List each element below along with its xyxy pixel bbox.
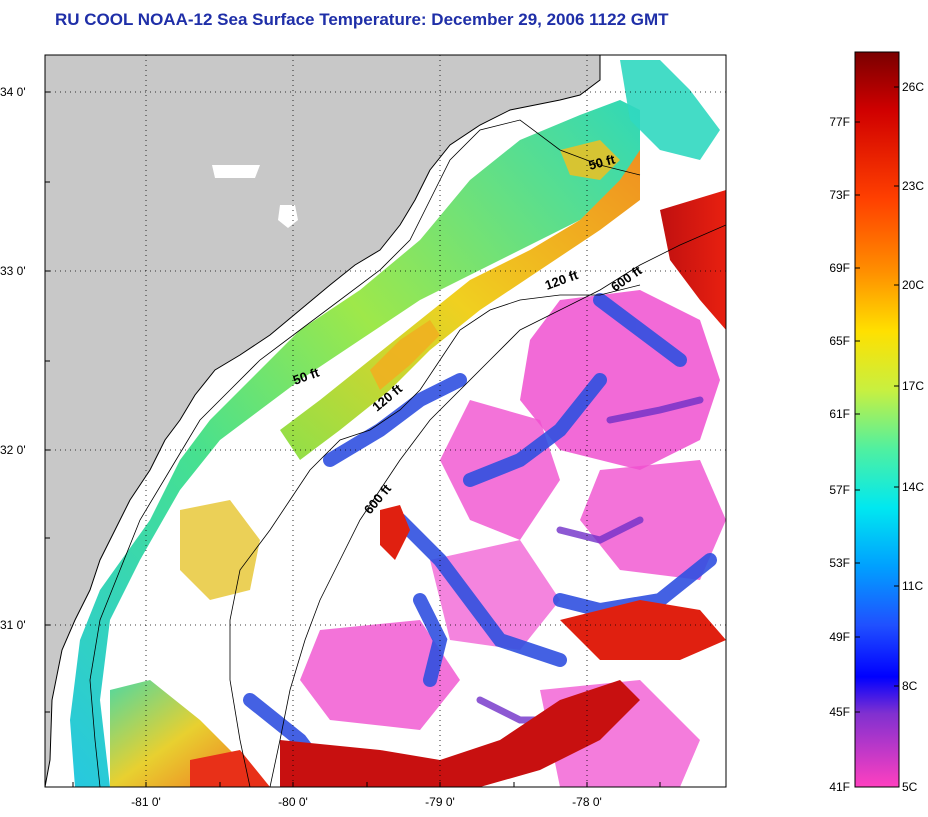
lon-label: -81 0' bbox=[131, 795, 161, 809]
fahrenheit-label: 53F bbox=[829, 556, 850, 570]
warm-shelf-band bbox=[280, 150, 640, 460]
gulf-stream-warm bbox=[190, 190, 726, 787]
isobath-50ft bbox=[89, 119, 641, 787]
colorbar-ticks bbox=[855, 86, 899, 713]
fahrenheit-label: 69F bbox=[829, 261, 850, 275]
fahrenheit-label: 65F bbox=[829, 334, 850, 348]
lat-label: 33 0' bbox=[0, 264, 26, 278]
south-mid-patch bbox=[180, 500, 260, 600]
fahrenheit-label: 57F bbox=[829, 483, 850, 497]
lon-label: -78 0' bbox=[572, 795, 602, 809]
lat-label: 31 0' bbox=[0, 618, 26, 632]
coastline bbox=[45, 55, 601, 787]
map-title: RU COOL NOAA-12 Sea Surface Temperature:… bbox=[55, 10, 669, 29]
celsius-label: 20C bbox=[902, 278, 924, 292]
celsius-label: 8C bbox=[902, 679, 918, 693]
lat-label: 32 0' bbox=[0, 443, 26, 457]
celsius-label: 5C bbox=[902, 780, 918, 794]
fahrenheit-label: 61F bbox=[829, 407, 850, 421]
warm-core bbox=[370, 320, 440, 390]
fahrenheit-label: 41F bbox=[829, 780, 850, 794]
north-warm-patch bbox=[560, 140, 620, 180]
axis-ticks bbox=[45, 91, 661, 787]
lon-label: -80 0' bbox=[278, 795, 308, 809]
graticule bbox=[45, 55, 726, 787]
isobaths bbox=[89, 119, 726, 787]
celsius-label: 23C bbox=[902, 179, 924, 193]
map-frame bbox=[44, 54, 727, 788]
land bbox=[45, 55, 600, 787]
celsius-label: 26C bbox=[902, 80, 924, 94]
depth-label: 50 ft bbox=[587, 151, 617, 173]
celsius-label: 14C bbox=[902, 480, 924, 494]
lon-label: -79 0' bbox=[425, 795, 455, 809]
celsius-label: 17C bbox=[902, 379, 924, 393]
colorbar-scale bbox=[854, 51, 900, 788]
isobath-120ft bbox=[229, 284, 641, 787]
celsius-label: 11C bbox=[902, 579, 923, 593]
fahrenheit-label: 45F bbox=[829, 705, 850, 719]
fahrenheit-label: 77F bbox=[829, 115, 850, 129]
north-patch bbox=[620, 60, 720, 160]
fahrenheit-label: 49F bbox=[829, 630, 850, 644]
inland-cloud bbox=[212, 165, 260, 178]
lat-label: 34 0' bbox=[0, 85, 26, 99]
isobath-600ft bbox=[269, 224, 726, 787]
map-imagery bbox=[45, 55, 726, 787]
fahrenheit-label: 73F bbox=[829, 188, 850, 202]
